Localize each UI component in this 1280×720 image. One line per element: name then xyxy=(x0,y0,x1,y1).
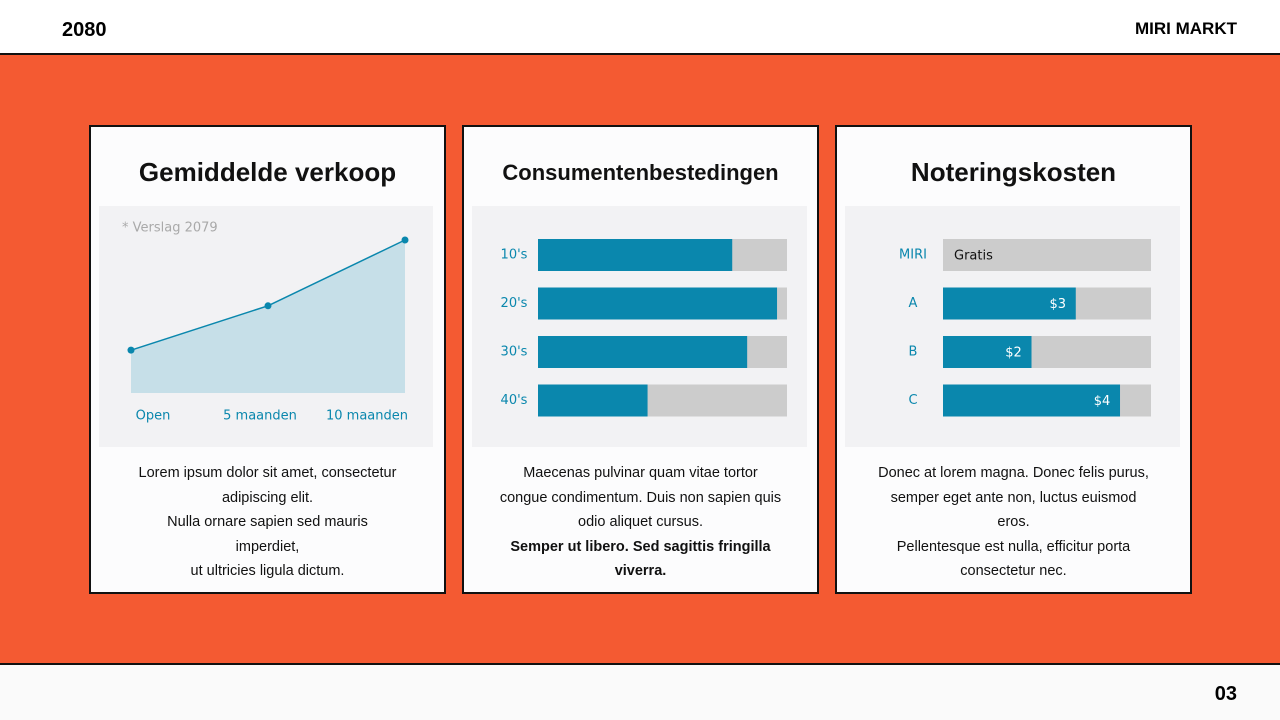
text-line: Semper ut libero. Sed sagittis fringilla xyxy=(510,538,771,555)
x-tick-label: 5 maanden xyxy=(223,409,297,424)
value-label: Gratis xyxy=(954,249,993,264)
text-line: Donec at lorem magna. Donec felis purus, xyxy=(878,465,1149,481)
text-line: imperdiet, xyxy=(235,538,300,555)
text-line: consectetur nec. xyxy=(960,563,1067,579)
header-left: 2080 xyxy=(62,19,107,41)
text-line: semper eget ante non, luctus euismod xyxy=(890,489,1137,506)
page-number: 03 xyxy=(1214,683,1237,705)
card-title: Noteringskosten xyxy=(910,157,1117,187)
card: Consumentenbestedingen 10's 20's 30's 40's … xyxy=(462,125,819,594)
bar xyxy=(538,336,748,368)
bar xyxy=(943,336,1032,368)
text-line: congue condimentum. Duis non sapien quis xyxy=(499,489,782,506)
y-tick-label: A xyxy=(909,296,918,311)
value-label: $4 xyxy=(1094,394,1111,409)
x-tick-label: Open xyxy=(136,409,171,424)
text-line: eros. xyxy=(997,514,1030,530)
y-tick-label: 40's xyxy=(501,393,528,408)
header-right: MIRI MARKT xyxy=(1135,19,1237,38)
y-tick-label: MIRI xyxy=(899,248,927,263)
header: 2080 MIRI MARKT xyxy=(0,0,1280,55)
card-title: Consumentenbestedingen xyxy=(502,160,779,185)
bar xyxy=(538,287,778,320)
y-tick-label: C xyxy=(908,393,917,408)
text-line: adipiscing elit. xyxy=(221,489,314,506)
card: Gemiddelde verkoop * Verslag 2079 Open 5 m… xyxy=(89,125,446,594)
y-tick-label: 20's xyxy=(501,296,528,311)
text-line: odio aliquet cursus. xyxy=(578,514,703,530)
text-line: Maecenas pulvinar quam vitae tortor xyxy=(523,465,758,481)
point xyxy=(401,236,409,244)
card-title: Gemiddelde verkoop xyxy=(138,157,397,187)
annotation: * Verslag 2079 xyxy=(122,221,218,236)
point xyxy=(264,302,272,310)
bar xyxy=(943,287,1076,320)
chart: 10's 20's 30's 40's xyxy=(472,206,807,447)
card: Noteringskosten MIRI Gratis A $3 B $2 C $4 Done… xyxy=(835,125,1192,594)
value-label: $2 xyxy=(1005,346,1022,361)
text-line: Nulla ornare sapien sed mauris xyxy=(167,514,368,530)
chart: * Verslag 2079 Open 5 maanden 10 maanden xyxy=(99,206,433,447)
y-tick-label: 30's xyxy=(501,345,528,360)
card-text: Maecenas pulvinar quam vitae tortor cong… xyxy=(464,461,817,584)
value-label: $3 xyxy=(1049,297,1066,312)
text-line: Pellentesque est nulla, efficitur porta xyxy=(896,538,1131,555)
area xyxy=(131,240,405,393)
text-line: ut ultricies ligula dictum. xyxy=(190,563,345,579)
text-line: Lorem ipsum dolor sit amet, consectetur xyxy=(138,465,397,481)
text-line: viverra. xyxy=(614,563,667,579)
y-tick-label: 10's xyxy=(501,248,528,263)
bar xyxy=(538,384,648,417)
card-text: Lorem ipsum dolor sit amet, consectetur … xyxy=(91,461,444,584)
card-text: Donec at lorem magna. Donec felis purus,… xyxy=(837,461,1190,584)
x-tick-label: 10 maanden xyxy=(326,409,408,424)
y-tick-label: B xyxy=(909,345,918,360)
point xyxy=(127,346,135,354)
bar-track xyxy=(943,239,1151,271)
chart: MIRI Gratis A $3 B $2 C $4 xyxy=(845,206,1180,447)
bar xyxy=(943,384,1121,417)
bar xyxy=(538,239,733,271)
